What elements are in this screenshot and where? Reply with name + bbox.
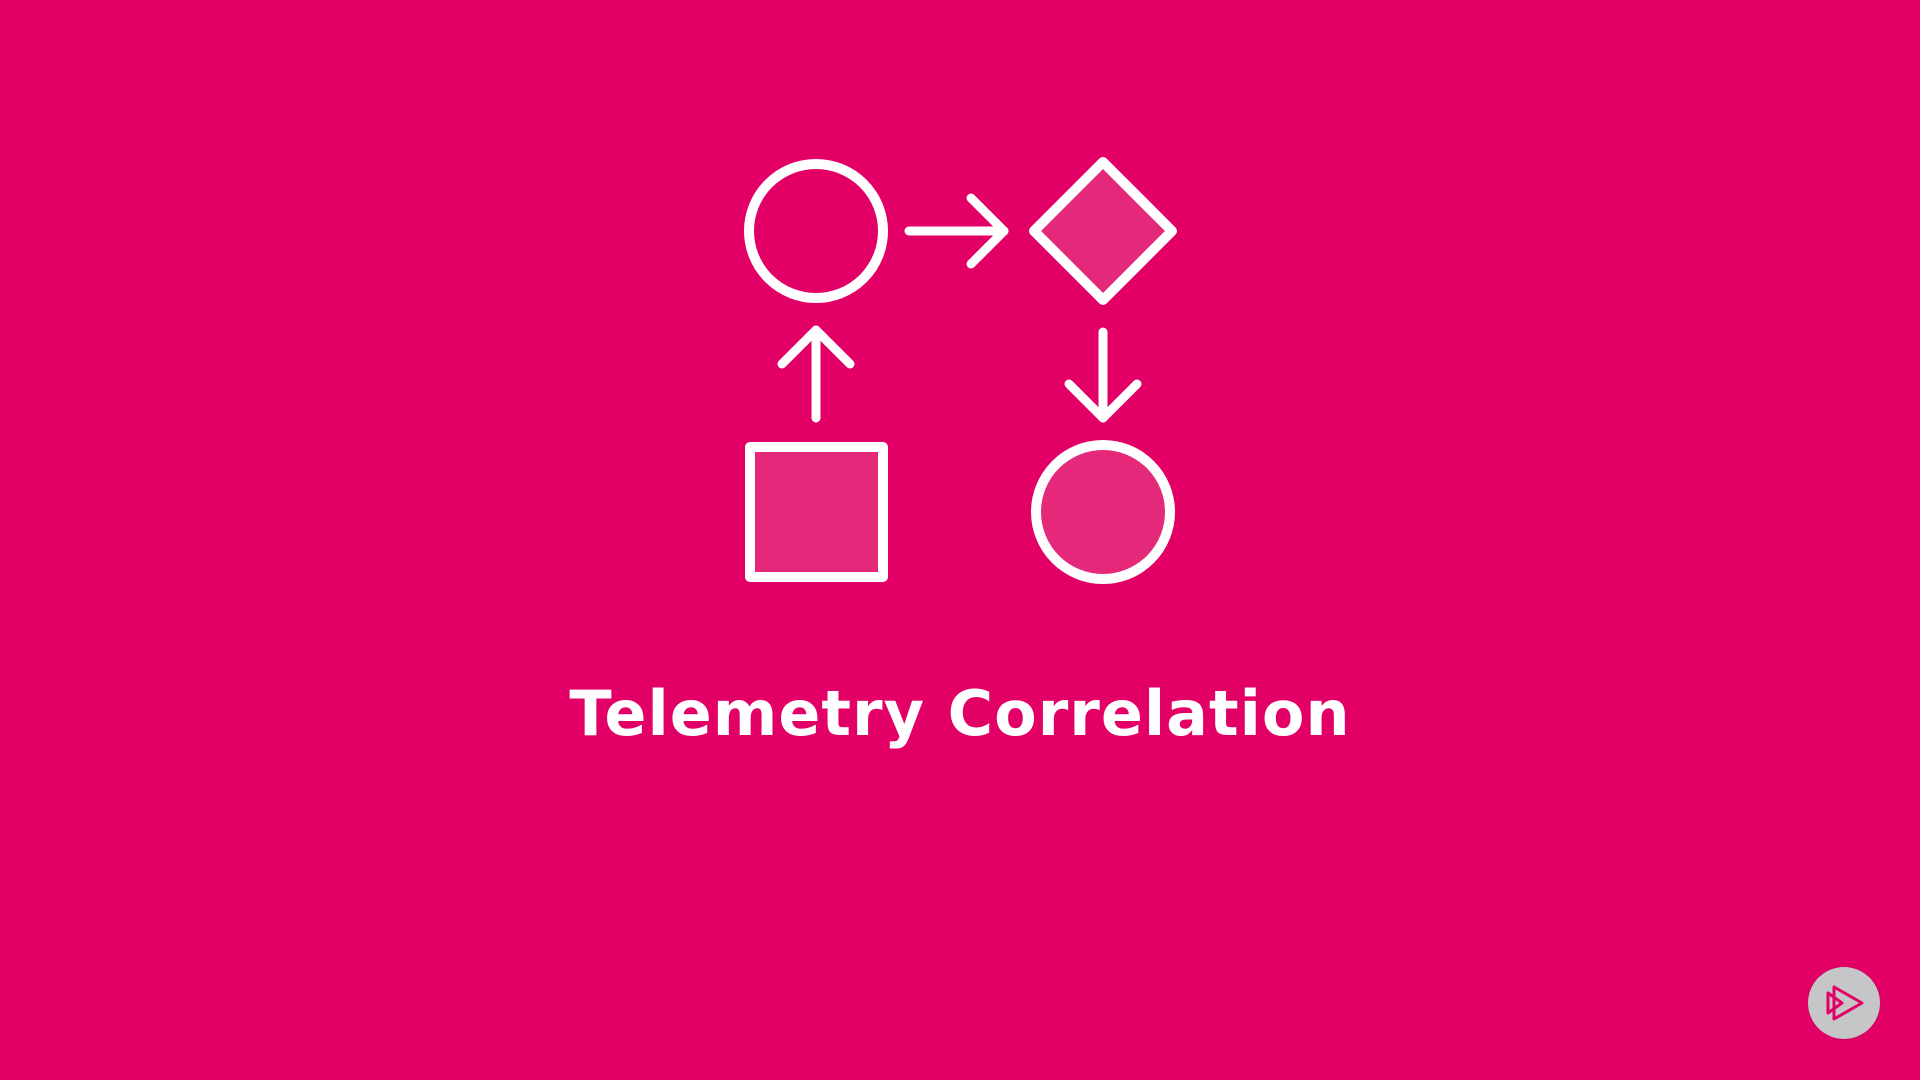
pluralsight-play-icon [1826,985,1864,1021]
top-left-circle [744,159,888,303]
arrow-square-to-circle [777,325,855,423]
brand-badge [1808,967,1880,1039]
arrow-diamond-to-circle [1064,327,1142,423]
arrow-circle-to-diamond [904,193,1009,269]
slide-title: Telemetry Correlation [569,677,1351,750]
bottom-right-circle [1031,440,1175,584]
bottom-left-square [745,442,888,582]
top-right-diamond [1029,157,1177,305]
